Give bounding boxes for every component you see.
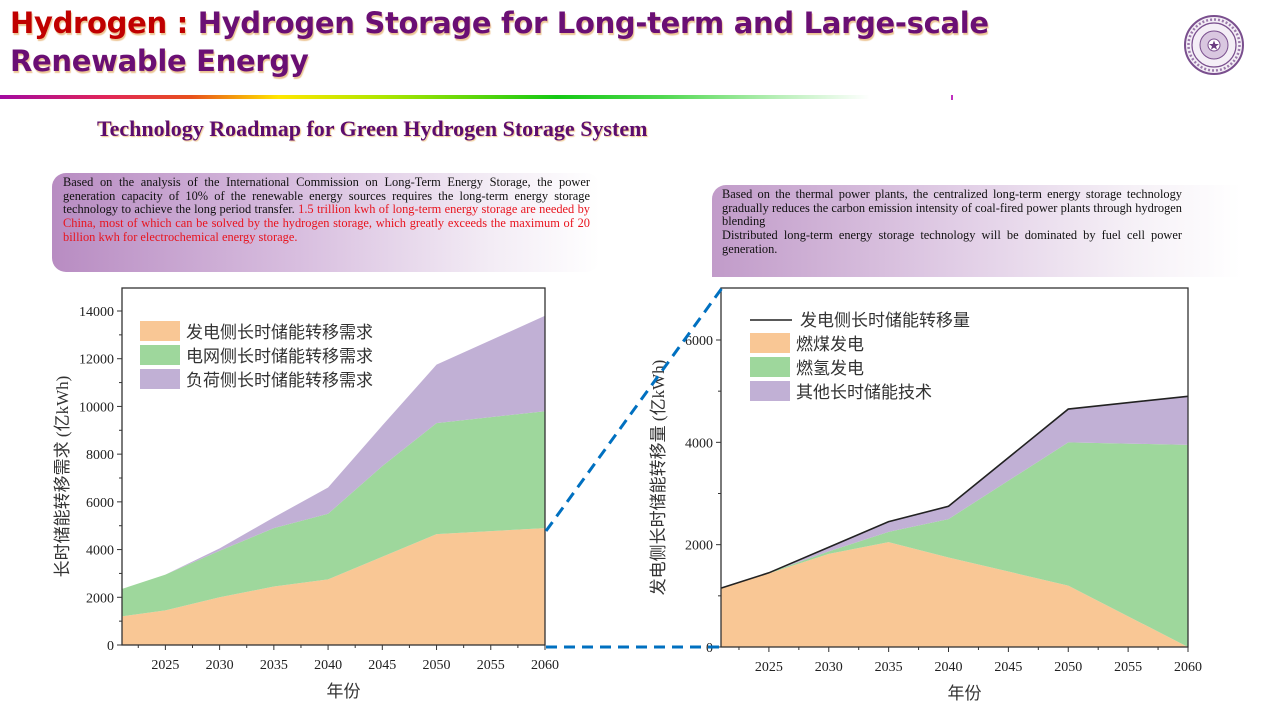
x-tick-label: 2045 <box>994 660 1022 675</box>
y-tick-label: 2000 <box>685 539 713 554</box>
x-tick-label: 2050 <box>423 658 451 673</box>
x-tick-label: 2045 <box>368 658 396 673</box>
note-right-line2: Distributed long-term energy storage tec… <box>722 228 1182 256</box>
y-tick-label: 14000 <box>79 305 114 320</box>
legend-label: 负荷侧长时储能转移需求 <box>186 371 373 390</box>
divider-mark <box>951 95 953 100</box>
legend-swatch <box>750 333 790 353</box>
x-tick-label: 2035 <box>875 660 903 675</box>
chart-2: 0200040006000202520302035204020452050205… <box>649 287 1202 703</box>
note-left-highlight: 1.5 trillion kwh of long-term energy sto… <box>63 202 590 244</box>
legend-swatch <box>140 345 180 365</box>
x-axis-label: 年份 <box>327 682 361 701</box>
y-tick-label: 6000 <box>685 334 713 349</box>
y-tick-label: 2000 <box>86 591 114 606</box>
y-tick-label: 10000 <box>79 400 114 415</box>
x-tick-label: 2060 <box>1174 660 1202 675</box>
y-axis-label: 长时储能转移需求 (亿kWh) <box>53 376 72 578</box>
slide-title-main: Hydrogen Storage for Long-term and Large… <box>10 6 989 78</box>
area-series-1 <box>122 528 545 645</box>
area-series-2 <box>721 442 1188 647</box>
y-axis-label: 发电侧长时储能转移量 (亿kWh) <box>649 360 668 596</box>
legend-swatch <box>750 357 790 377</box>
legend-label: 发电侧长时储能转移量 <box>800 311 970 330</box>
y-tick-label: 4000 <box>685 436 713 451</box>
chart-1: 0 2000 4000 6000 8000 10000 12000 14000 2025 2030… <box>53 287 559 701</box>
section-subtitle: Technology Roadmap for Green Hydrogen St… <box>97 116 648 141</box>
slide-title: Hydrogen : Hydrogen Storage for Long-ter… <box>10 4 1130 80</box>
x-tick-label: 2040 <box>935 660 963 675</box>
x-tick-label: 2030 <box>206 658 234 673</box>
x-tick-label: 2040 <box>314 658 342 673</box>
y-tick-label: 6000 <box>86 496 114 511</box>
x-tick-label: 2030 <box>815 660 843 675</box>
x-tick-label: 2025 <box>755 660 783 675</box>
y-tick-label: 8000 <box>86 448 114 463</box>
legend-label: 发电侧长时储能转移需求 <box>186 323 373 342</box>
note-box-right: Based on the thermal power plants, the c… <box>712 185 1242 277</box>
y-tick-label: 0 <box>107 639 114 654</box>
note-left-text: Based on the analysis of the Internation… <box>63 175 590 217</box>
y-tick-label: 12000 <box>79 353 114 368</box>
y-tick-label: 4000 <box>86 544 114 559</box>
plot-frame <box>720 287 1189 648</box>
x-tick-label: 2035 <box>260 658 288 673</box>
x-tick-label: 2050 <box>1054 660 1082 675</box>
x-tick-label: 2055 <box>1114 660 1142 675</box>
legend-swatch <box>140 369 180 389</box>
x-tick-label: 2025 <box>151 658 179 673</box>
rainbow-divider <box>0 95 870 99</box>
x-tick-label: 2055 <box>477 658 505 673</box>
area-series-2 <box>122 411 545 617</box>
legend-swatch <box>750 381 790 401</box>
legend-label: 燃氢发电 <box>796 359 864 378</box>
x-axis-label: 年份 <box>948 684 982 703</box>
slide-title-lead: Hydrogen : <box>10 6 198 40</box>
note-box-left: Based on the analysis of the Internation… <box>52 173 600 272</box>
x-tick-label: 2060 <box>531 658 559 673</box>
university-seal-icon <box>1184 15 1244 75</box>
legend-label: 电网侧长时储能转移需求 <box>186 347 373 366</box>
legend-swatch <box>140 321 180 341</box>
total-line <box>720 395 1189 589</box>
zoom-connector-top <box>544 287 724 532</box>
area-series-3 <box>721 396 1188 589</box>
area-series-1 <box>721 542 1188 647</box>
area-series-3 <box>122 315 545 589</box>
legend-label: 其他长时储能技术 <box>796 383 932 402</box>
note-right-line1: Based on the thermal power plants, the c… <box>722 187 1182 229</box>
legend-label: 燃煤发电 <box>796 335 864 354</box>
plot-frame <box>121 287 546 646</box>
